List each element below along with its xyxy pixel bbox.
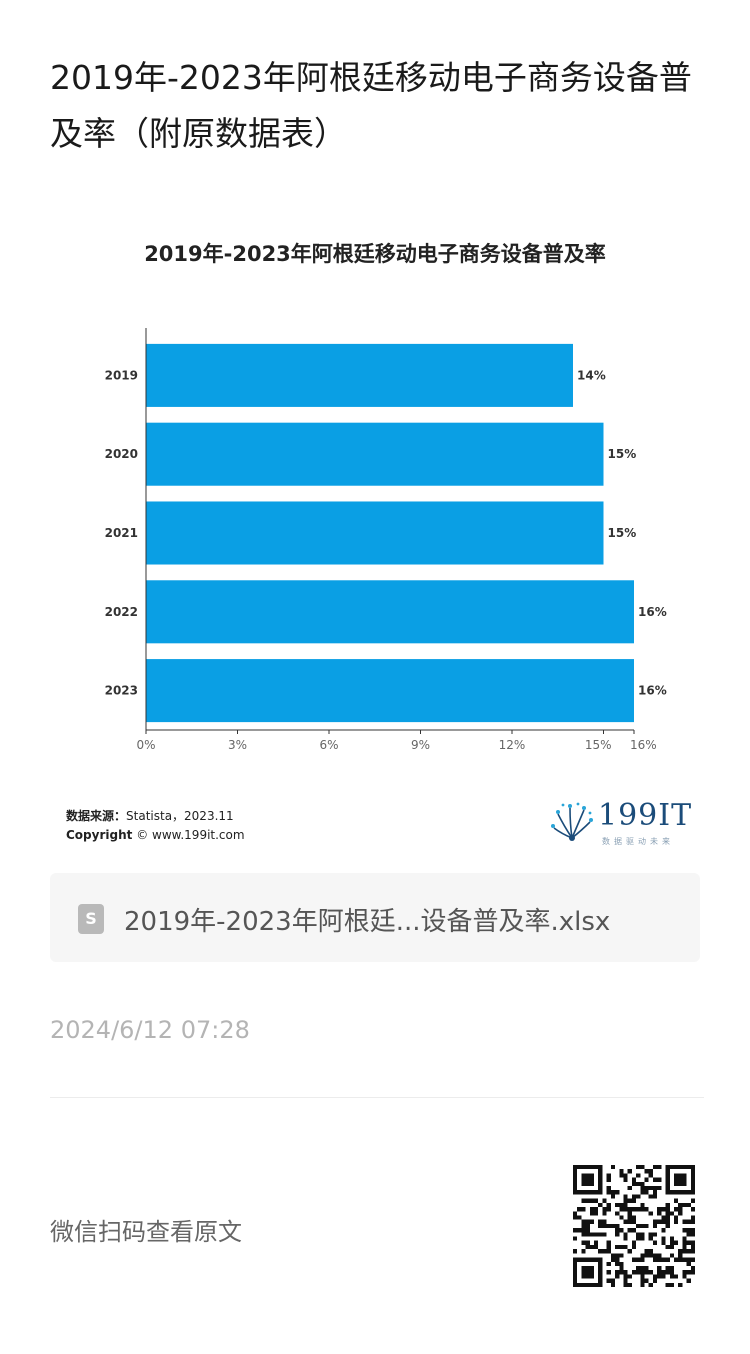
bar-2021 [146,501,604,565]
chart-title: 2019年-2023年阿根廷移动电子商务设备普及率 [144,242,606,266]
category-label-2019: 2019 [105,368,138,382]
x-tick-label: 3% [228,738,247,752]
category-label-2020: 2020 [105,447,138,461]
logo-tagline: 数据驱动未来 [602,837,674,846]
199it-logo: 199IT 数据驱动未来 [550,798,693,848]
data-label-2023: 16% [638,684,667,698]
x-tick-label: 9% [411,738,430,752]
category-label-2022: 2022 [105,605,138,619]
chart-image[interactable]: 2019年-2023年阿根廷移动电子商务设备普及率 2019 14% 2020 15%… [50,210,700,860]
bar-2020 [146,422,604,486]
data-label-2020: 15% [608,447,637,461]
x-tick-label: 0% [136,738,155,752]
divider [50,1097,704,1098]
attachment-name: 2019年-2023年阿根廷...设备普及率.xlsx [124,907,611,937]
dandelion-logo-icon [551,802,593,841]
publish-timestamp: 2024/6/12 07:28 [50,1016,250,1044]
category-label-2023: 2023 [105,684,138,698]
data-label-2021: 15% [608,526,637,540]
chart-source: 数据来源：Statista，2023.11 [66,807,234,824]
bar-2019 [146,343,573,407]
copyright-label: Copyright [66,828,133,842]
logo-text: 199IT [598,798,693,833]
bar-2023 [146,659,634,723]
x-tick-label: 12% [499,738,526,752]
bar-2022 [146,580,634,644]
x-tick-label: 15% [585,738,612,752]
spreadsheet-file-icon: S [78,904,104,934]
read-original-label: 微信扫码查看原文 [50,1218,242,1246]
category-label-2021: 2021 [105,526,138,540]
data-label-2022: 16% [638,605,667,619]
bar-chart: 2019 14% 2020 15% 2021 15% 2022 16% 2023 16% 0% 3% 6… [105,328,667,752]
copyright-value: © www.199it.com [136,828,245,842]
x-tick-label: 6% [319,738,338,752]
qr-code-icon[interactable] [573,1165,695,1287]
source-value: Statista，2023.11 [126,809,234,823]
attachment-card[interactable]: S 2019年-2023年阿根廷...设备普及率.xlsx [50,873,700,962]
data-label-2019: 14% [577,368,606,382]
x-tick-label: 16% [630,738,657,752]
page-title: 2019年-2023年阿根廷移动电子商务设备普及率（附原数据表） [50,58,692,153]
source-label: 数据来源： [66,809,127,823]
chart-copyright: Copyright © www.199it.com [66,828,245,842]
